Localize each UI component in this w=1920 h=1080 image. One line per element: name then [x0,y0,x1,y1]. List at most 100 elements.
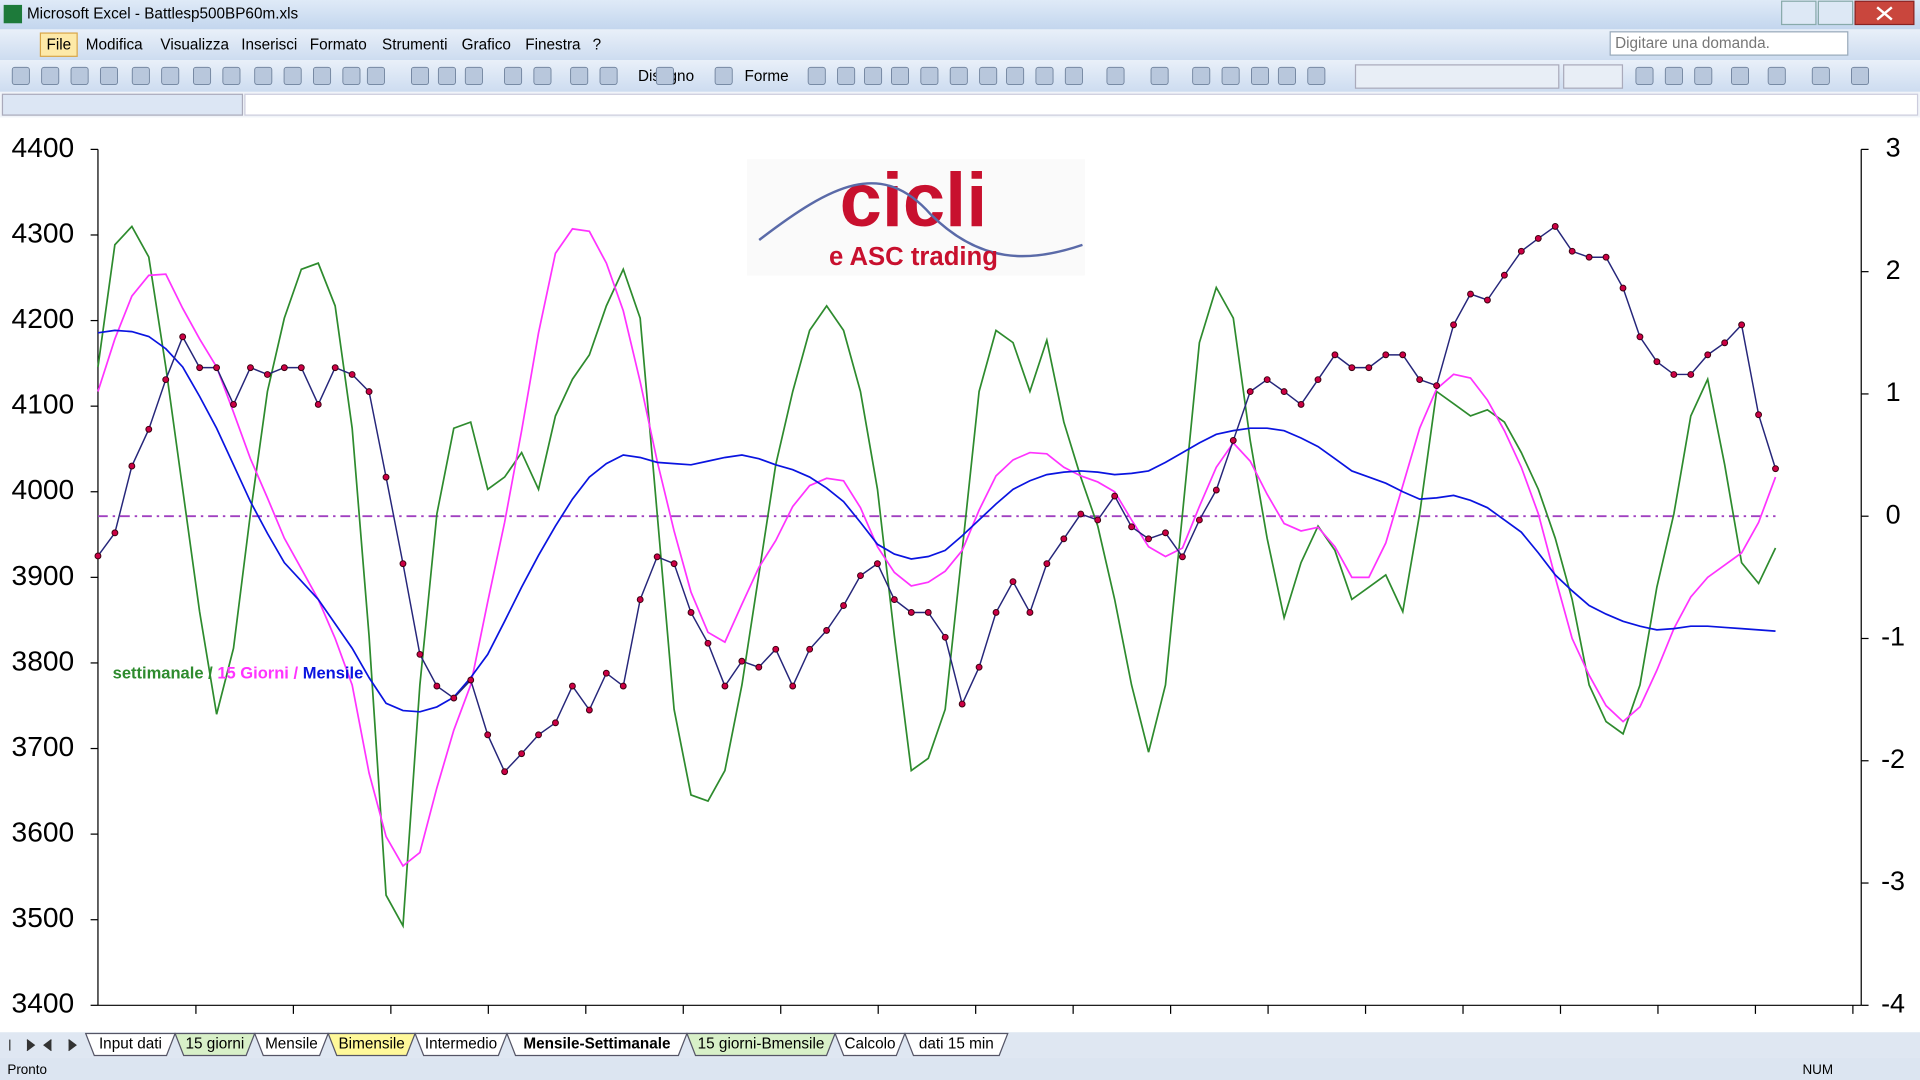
toolbar-icon[interactable] [1035,66,1054,85]
help-box[interactable] [1609,31,1849,56]
toolbar-icon[interactable] [891,66,909,85]
toolbar-icon[interactable] [11,66,30,85]
toolbar-icon[interactable] [1277,66,1296,85]
toolbar-icon[interactable] [1307,66,1326,85]
sheet-tab[interactable] [904,1032,1009,1057]
toolbar-icon[interactable] [1731,66,1749,85]
toolbar-icon[interactable] [437,66,456,85]
toolbar-icon[interactable] [714,66,733,85]
series-marker [975,663,983,671]
toolbar-icon[interactable] [366,66,385,85]
shapes-menu[interactable]: Forme [744,68,788,85]
toolbar-icon[interactable] [1767,66,1786,85]
sheet-tab[interactable] [414,1032,508,1057]
menu-item[interactable]: Finestra [525,36,581,53]
toolbar-icon[interactable] [254,66,273,85]
sheet-tab-label[interactable]: 15 giorni [186,1036,245,1053]
sheet-tab[interactable] [327,1032,416,1057]
toolbar-icon[interactable] [464,66,483,85]
toolbar-icon[interactable] [864,66,883,85]
menu-item[interactable]: Strumenti [382,36,447,53]
toolbar-icon[interactable] [70,66,89,85]
toolbar-icon[interactable] [222,66,241,85]
help-box-text: Digitare una domanda. [1615,35,1770,52]
formula-input[interactable] [244,93,1919,116]
y2-tick-label: 3 [1886,132,1901,162]
toolbar-icon[interactable] [1635,66,1654,85]
toolbar-icon[interactable] [161,66,180,85]
series-marker [331,364,339,372]
menu-item[interactable]: ? [593,36,602,53]
tab-scroll-button[interactable] [43,1039,52,1052]
size-box[interactable] [1563,64,1624,89]
toolbar-icon[interactable] [599,66,618,85]
tab-scroll-button[interactable] [26,1039,36,1052]
toolbar-icon[interactable] [342,66,361,85]
toolbar-icon[interactable] [1064,66,1083,85]
toolbar-icon[interactable] [807,66,826,85]
sheet-tab-label[interactable]: Mensile [265,1036,318,1053]
tab-scroll-button[interactable] [68,1039,77,1052]
toolbar-icon[interactable] [1664,66,1683,85]
sheet-tab[interactable] [834,1032,906,1057]
toolbar-icon[interactable] [655,66,674,85]
toolbar-icon[interactable] [1221,66,1240,85]
toolbar-icon[interactable] [1006,66,1025,85]
sheet-tab-label[interactable]: dati 15 min [919,1036,994,1053]
toolbar-icon[interactable] [193,66,212,85]
toolbar-icon[interactable] [1851,66,1869,85]
toolbar-icon[interactable] [570,66,589,85]
toolbar-icon[interactable] [920,66,939,85]
sheet-tab[interactable] [174,1032,256,1057]
menu-item[interactable]: Formato [310,36,367,53]
toolbar-icon[interactable] [1251,66,1269,85]
minimize-button[interactable] [1781,0,1817,26]
sheet-tab[interactable] [506,1032,688,1057]
series-marker [585,706,593,714]
series-marker [1128,523,1136,531]
sheet-tab[interactable] [84,1032,176,1057]
toolbar-icon[interactable] [131,66,150,85]
series-marker [992,609,1000,616]
menu-item[interactable]: File [47,36,72,53]
font-box[interactable] [1354,64,1560,89]
toolbar-icon[interactable] [283,66,302,85]
toolbar-icon[interactable] [1694,66,1713,85]
name-box[interactable] [1,93,244,116]
toolbar-icon[interactable] [99,66,118,85]
menu-item[interactable]: Grafico [462,36,511,53]
logo-title: cicli [840,158,988,243]
toolbar-icon[interactable] [313,66,332,85]
window-controls[interactable] [1781,0,1915,26]
toolbar-icon[interactable] [41,66,60,85]
sheet-tab[interactable] [686,1032,836,1057]
sheet-tab-label[interactable]: Intermedio [425,1036,497,1053]
maximize-button[interactable] [1817,0,1854,26]
menu-item[interactable]: Inserisci [241,36,297,53]
sheet-tab-label[interactable]: Bimensile [338,1036,404,1053]
y-tick-label: 3800 [12,645,75,676]
toolbar-icon[interactable] [979,66,998,85]
toolbar-icon[interactable] [1106,66,1125,85]
toolbar-icon[interactable] [837,66,856,85]
menu-item[interactable]: Visualizza [160,36,229,53]
close-icon [1876,6,1893,21]
sheet-tab[interactable] [253,1032,330,1057]
toolbar-icon[interactable] [1150,66,1169,85]
toolbar-icon[interactable] [1192,66,1211,85]
sheet-tab-label[interactable]: Mensile-Settimanale [523,1036,670,1053]
sheet-tab-label[interactable]: Calcolo [844,1036,895,1053]
toolbar-icon[interactable] [411,66,429,85]
menu-item[interactable]: Modifica [86,36,143,53]
toolbar-icon[interactable] [504,66,523,85]
series-marker [1009,578,1017,586]
series-marker [1772,465,1779,473]
sheet-tab-label[interactable]: Input dati [99,1036,162,1053]
series-marker [145,425,153,433]
toolbar-icon[interactable] [1811,66,1830,85]
series-line [97,329,1776,713]
toolbar-icon[interactable] [949,66,968,85]
series-marker [552,719,559,727]
toolbar-icon[interactable] [533,66,552,85]
sheet-tab-label[interactable]: 15 giorni-Bmensile [698,1036,825,1053]
